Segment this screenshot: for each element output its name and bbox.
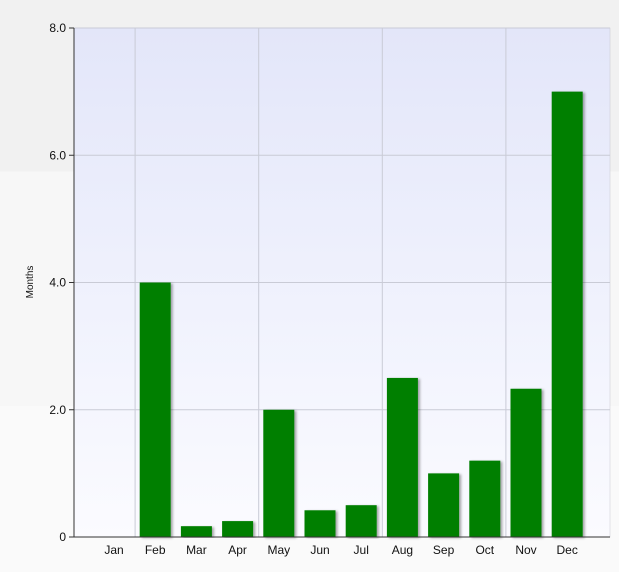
x-tick-label-dec: Dec — [557, 543, 578, 557]
y-tick-label: 4.0 — [49, 276, 66, 290]
bar-oct — [469, 460, 501, 537]
x-tick-label-jul: Jul — [354, 543, 369, 557]
tick-labels: 0 2.0 4.0 6.0 8.0 Jan Feb Mar Apr May Jun Jul Aug Sep… — [49, 21, 578, 557]
bar-feb — [139, 282, 171, 537]
x-tick-label-apr: Apr — [228, 543, 247, 557]
bar-mar — [180, 526, 212, 537]
bar-nov — [510, 388, 542, 537]
x-tick-label-nov: Nov — [515, 543, 536, 557]
y-tick-label: 2.0 — [49, 403, 66, 417]
bar-dec — [551, 91, 583, 537]
y-axis-title: Months — [25, 266, 36, 299]
x-tick-label-sep: Sep — [433, 543, 455, 557]
x-tick-label-may: May — [267, 543, 290, 557]
bar-jun — [304, 510, 336, 537]
bar-sep — [428, 473, 460, 537]
axes — [69, 27, 610, 538]
bar-aug — [386, 377, 418, 537]
y-tick-label: 0 — [59, 530, 66, 544]
bars — [139, 91, 583, 537]
x-tick-label-jan: Jan — [104, 543, 123, 557]
x-tick-label-jun: Jun — [310, 543, 329, 557]
bar-jul — [345, 505, 377, 537]
y-tick-label: 8.0 — [49, 21, 66, 35]
x-tick-label-mar: Mar — [186, 543, 207, 557]
y-tick-label: 6.0 — [49, 148, 66, 162]
x-tick-label-feb: Feb — [145, 543, 166, 557]
bar-apr — [222, 521, 254, 537]
x-tick-label-oct: Oct — [475, 543, 494, 557]
x-tick-label-aug: Aug — [392, 543, 413, 557]
bar-may — [263, 409, 295, 537]
